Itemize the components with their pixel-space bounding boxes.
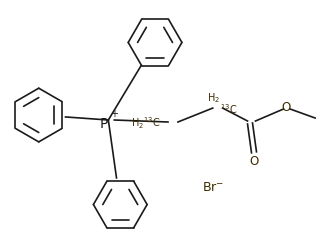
Text: Br$^{-}$: Br$^{-}$ [202,181,224,194]
Text: +: + [110,109,118,119]
Text: O: O [282,101,291,113]
Text: H$_2$: H$_2$ [207,91,220,105]
Text: H$_2$$^{13}$C: H$_2$$^{13}$C [131,115,160,131]
Text: O: O [250,155,259,168]
Text: P: P [99,117,108,131]
Text: $^{13}$C: $^{13}$C [220,102,237,116]
